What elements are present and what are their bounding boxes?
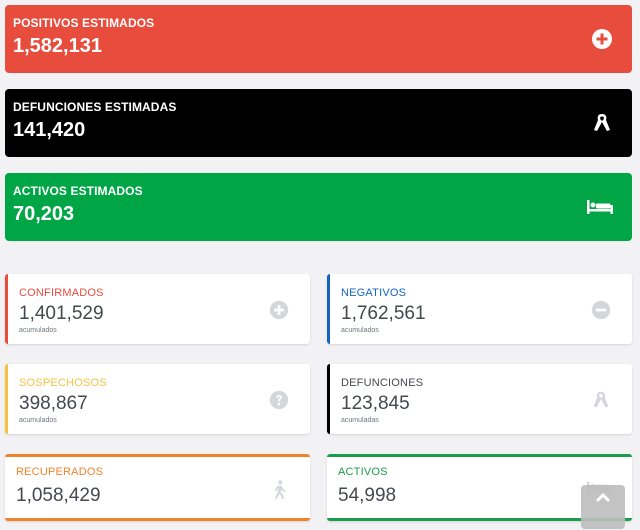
- recuperados-card: RECUPERADOS 1,058,429: [5, 454, 310, 521]
- card-value: 1,582,131: [13, 35, 102, 57]
- card-value: 1,762,561: [341, 303, 426, 324]
- bed-icon: [587, 200, 613, 214]
- card-label: POSITIVOS ESTIMADOS: [13, 16, 155, 30]
- card-sublabel: acumulados: [19, 327, 57, 334]
- defunciones-estimadas-card: DEFUNCIONES ESTIMADAS 141,420: [5, 89, 632, 157]
- confirmados-card: CONFIRMADOS 1,401,529 acumulados: [5, 274, 310, 344]
- ribbon-icon: [594, 114, 610, 131]
- defunciones-card: DEFUNCIONES 123,845 acumuladas: [327, 364, 632, 434]
- card-label: NEGATIVOS: [341, 287, 407, 299]
- card-label: ACTIVOS ESTIMADOS: [13, 184, 143, 198]
- sospechosos-card: SOSPECHOSOS 398,867 acumulados: [5, 364, 310, 434]
- card-sublabel: acumulados: [341, 327, 379, 334]
- card-label: SOSPECHOSOS: [19, 377, 107, 389]
- card-label: DEFUNCIONES ESTIMADAS: [13, 100, 177, 114]
- card-value: 54,998: [338, 485, 397, 506]
- card-sublabel: acumulados: [19, 417, 57, 424]
- minus-circle-icon: [591, 300, 611, 320]
- card-value: 141,420: [13, 119, 86, 141]
- negativos-card: NEGATIVOS 1,762,561 acumulados: [327, 274, 632, 344]
- card-value: 70,203: [13, 203, 75, 225]
- chevron-up-icon: [596, 493, 610, 502]
- plus-circle-icon: [592, 29, 612, 49]
- ribbon-icon: [593, 391, 609, 408]
- activos-estimados-card: ACTIVOS ESTIMADOS 70,203: [5, 173, 632, 241]
- card-label: CONFIRMADOS: [19, 287, 104, 299]
- question-circle-icon: [269, 390, 289, 410]
- card-value: 123,845: [341, 393, 410, 414]
- card-value: 1,401,529: [19, 303, 104, 324]
- card-value: 1,058,429: [16, 485, 101, 506]
- card-sublabel: acumuladas: [341, 417, 379, 424]
- card-label: RECUPERADOS: [16, 466, 104, 478]
- positivos-estimados-card: POSITIVOS ESTIMADOS 1,582,131: [5, 5, 632, 73]
- card-label: ACTIVOS: [338, 466, 388, 478]
- scroll-to-top-button[interactable]: [581, 485, 625, 529]
- plus-circle-icon: [269, 300, 289, 320]
- card-label: DEFUNCIONES: [341, 377, 424, 389]
- walking-icon: [274, 480, 286, 500]
- card-value: 398,867: [19, 393, 88, 414]
